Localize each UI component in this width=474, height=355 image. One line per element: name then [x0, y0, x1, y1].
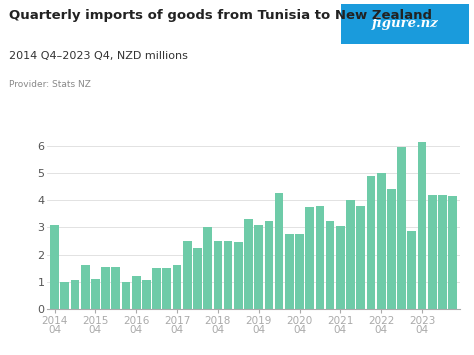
- Bar: [255, 225, 263, 309]
- Bar: [132, 276, 141, 309]
- Bar: [275, 193, 283, 309]
- Bar: [428, 195, 437, 309]
- Bar: [183, 241, 191, 309]
- Bar: [326, 220, 335, 309]
- Bar: [408, 231, 416, 309]
- Bar: [213, 241, 222, 309]
- Text: 2014 Q4–2023 Q4, NZD millions: 2014 Q4–2023 Q4, NZD millions: [9, 51, 188, 61]
- Bar: [336, 226, 345, 309]
- Bar: [387, 190, 396, 309]
- Text: Quarterly imports of goods from Tunisia to New Zealand: Quarterly imports of goods from Tunisia …: [9, 9, 432, 22]
- Bar: [193, 248, 202, 309]
- Bar: [244, 219, 253, 309]
- Bar: [71, 280, 79, 309]
- Bar: [285, 234, 294, 309]
- Bar: [264, 220, 273, 309]
- Bar: [234, 242, 243, 309]
- Bar: [224, 241, 232, 309]
- Bar: [438, 195, 447, 309]
- Text: figure.nz: figure.nz: [372, 17, 438, 31]
- Bar: [60, 282, 69, 309]
- Bar: [101, 267, 110, 309]
- Bar: [366, 176, 375, 309]
- Bar: [316, 206, 324, 309]
- Bar: [81, 266, 90, 309]
- Bar: [377, 173, 385, 309]
- Bar: [50, 225, 59, 309]
- Bar: [305, 207, 314, 309]
- Bar: [152, 268, 161, 309]
- Bar: [397, 147, 406, 309]
- Bar: [295, 234, 304, 309]
- Bar: [91, 279, 100, 309]
- Bar: [173, 266, 182, 309]
- Text: Provider: Stats NZ: Provider: Stats NZ: [9, 80, 91, 89]
- Bar: [418, 142, 426, 309]
- Bar: [356, 206, 365, 309]
- Bar: [346, 200, 355, 309]
- Bar: [163, 268, 171, 309]
- Bar: [122, 282, 130, 309]
- Bar: [448, 196, 457, 309]
- Bar: [142, 280, 151, 309]
- Bar: [203, 228, 212, 309]
- Bar: [111, 267, 120, 309]
